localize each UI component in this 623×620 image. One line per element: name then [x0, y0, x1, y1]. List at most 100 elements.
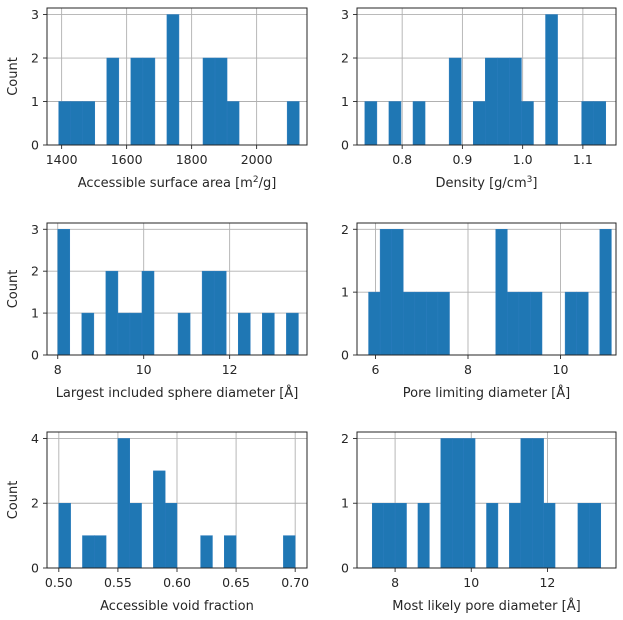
y-tick-label: 0: [31, 138, 39, 153]
histogram-bar: [237, 312, 251, 356]
axes-frame: [46, 7, 308, 146]
histogram-bar: [200, 535, 213, 569]
histogram-bar: [82, 101, 96, 146]
histogram-bar: [262, 312, 275, 356]
histogram-bar: [486, 502, 499, 569]
y-tick-label: 0: [341, 561, 349, 576]
x-tick-label: 0.50: [45, 575, 73, 590]
histogram-bar: [518, 291, 531, 356]
histogram-bar: [599, 229, 612, 356]
histogram-bar: [106, 57, 120, 146]
histogram-bar: [286, 312, 299, 356]
histogram-bar: [531, 438, 544, 569]
histogram-bar: [58, 101, 71, 146]
histogram-bar: [576, 291, 589, 356]
histogram-bar: [589, 502, 602, 569]
x-tick-label: 1800: [176, 152, 208, 167]
y-tick-label: 2: [341, 222, 349, 237]
histogram-bar: [81, 312, 95, 356]
y-tick-label: 2: [341, 431, 349, 446]
y-tick-label: 2: [31, 51, 39, 66]
histogram-bar: [364, 101, 378, 146]
y-tick-label: 1: [31, 94, 39, 109]
x-tick-label: 0.70: [281, 575, 309, 590]
histogram-bar: [201, 270, 215, 356]
x-axis-label: Accessible surface area [m2/g]: [78, 175, 277, 191]
axes-frame: [356, 431, 617, 569]
x-tick-label: 10: [136, 362, 152, 377]
histogram-bar: [153, 470, 166, 569]
histogram-bar: [521, 101, 534, 146]
histogram-bar: [117, 312, 131, 356]
histogram-bar: [440, 438, 453, 569]
histogram-bar: [164, 502, 178, 569]
histogram-bar: [130, 57, 144, 146]
histogram-bar: [391, 229, 404, 356]
x-axis-label: Density [g/cm3]: [436, 175, 538, 191]
x-axis-label: Most likely pore diameter [Å]: [392, 598, 580, 614]
histogram-bar: [129, 312, 143, 356]
histogram-bar: [394, 502, 407, 569]
histogram-bar: [543, 502, 556, 569]
x-tick-label: 0.55: [104, 575, 132, 590]
histogram-bar: [485, 57, 498, 146]
histogram-panel: 0.50 0.55 0.60 0.65 0.70 0 2 4 Accessible void f…: [6, 431, 309, 614]
histogram-panel: 1400 1600 1800 2000 0 1 2 3 Accessible surface a…: [6, 7, 308, 191]
histogram-bar: [371, 502, 384, 569]
histogram-bar: [283, 535, 296, 569]
histogram-bar: [82, 535, 95, 569]
y-tick-label: 0: [341, 348, 349, 363]
y-tick-label: 0: [31, 561, 39, 576]
x-axis-label: Largest included sphere diameter [Å]: [56, 385, 299, 401]
x-tick-label: 8: [391, 575, 399, 590]
axes-frame: [356, 222, 617, 356]
x-tick-label: 12: [539, 575, 555, 590]
histogram-bar: [497, 57, 510, 146]
histogram-bar: [214, 57, 228, 146]
x-axis-label: Accessible void fraction: [100, 599, 254, 614]
histogram-bar: [507, 291, 520, 356]
histogram-panel: 0.8 0.9 1.0 1.1 0 1 2 3 Density [g/cm3]: [341, 7, 617, 191]
x-tick-label: 12: [222, 362, 238, 377]
histogram-bar: [383, 502, 396, 569]
histogram-bar: [117, 438, 130, 569]
histogram-bar: [57, 229, 71, 356]
y-tick-label: 0: [341, 138, 349, 153]
x-tick-label: 1400: [46, 152, 78, 167]
histogram-bar: [448, 57, 462, 146]
histogram-bar: [472, 101, 486, 146]
x-tick-label: 0.60: [163, 575, 191, 590]
x-tick-label: 0.65: [222, 575, 250, 590]
axes-frame: [356, 7, 617, 146]
histogram-bar: [70, 101, 83, 146]
y-axis-label: Count: [6, 481, 21, 520]
y-tick-label: 2: [341, 51, 349, 66]
y-tick-label: 3: [31, 7, 39, 22]
histogram-bar: [545, 14, 558, 146]
y-tick-label: 3: [341, 7, 349, 22]
y-tick-label: 2: [31, 264, 39, 279]
x-tick-label: 0.8: [392, 152, 412, 167]
histogram-bar: [105, 270, 119, 356]
histogram-bar: [213, 270, 227, 356]
histogram-bar: [451, 438, 464, 569]
histogram-bar: [581, 101, 594, 146]
histogram-bar: [509, 57, 522, 146]
x-tick-label: 1600: [111, 152, 143, 167]
histogram-bar: [564, 291, 577, 356]
histogram-bar: [286, 101, 300, 146]
histogram-bar: [58, 502, 71, 569]
x-tick-label: 6: [372, 362, 380, 377]
x-tick-label: 0.9: [452, 152, 472, 167]
y-tick-label: 0: [31, 348, 39, 363]
histogram-bar: [141, 270, 155, 356]
histogram-bar: [226, 101, 240, 146]
y-axis-label: Count: [6, 57, 21, 96]
histogram-bar: [530, 291, 543, 356]
x-axis-label: Pore limiting diameter [Å]: [403, 385, 570, 401]
histogram-bar: [388, 101, 402, 146]
y-axis-label: Count: [6, 270, 21, 309]
x-tick-label: 8: [54, 362, 62, 377]
